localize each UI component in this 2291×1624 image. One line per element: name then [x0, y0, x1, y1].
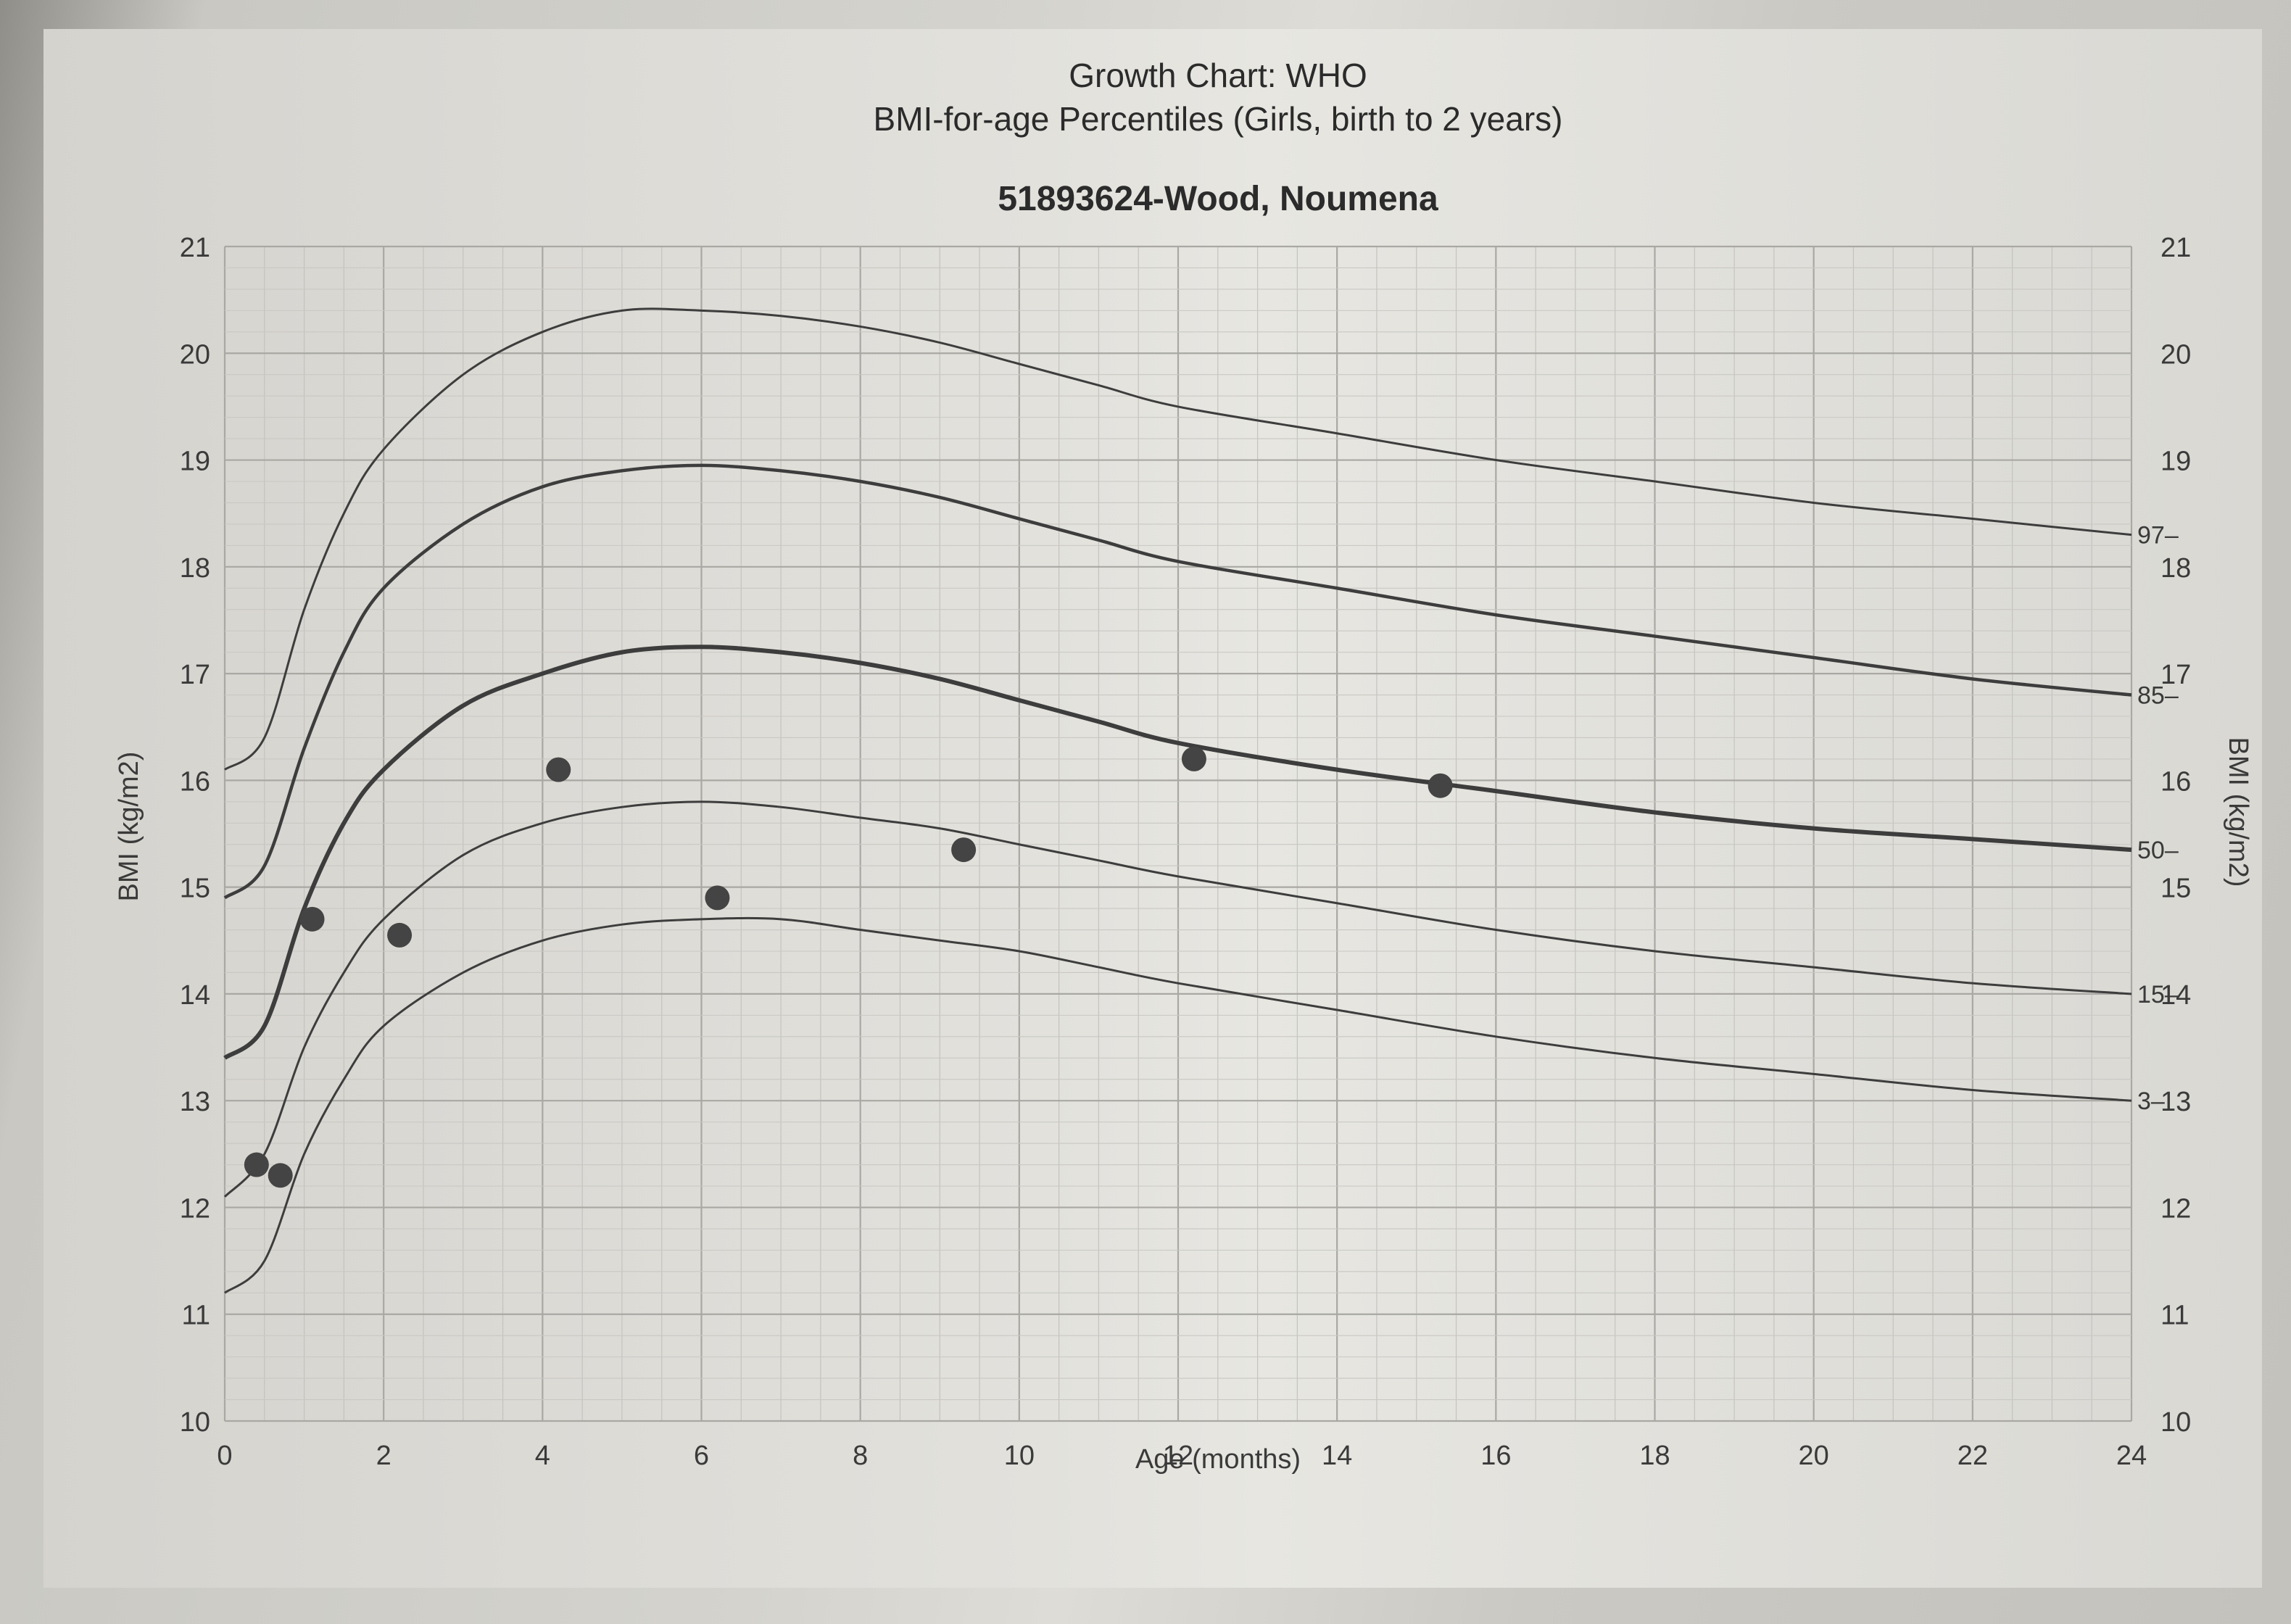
- x-tick-label: 4: [535, 1441, 550, 1471]
- patient-point: [951, 837, 977, 863]
- x-tick-label: 10: [1004, 1441, 1035, 1471]
- y-tick-label: 15: [2160, 874, 2191, 904]
- y-tick-label: 10: [2160, 1407, 2191, 1438]
- x-tick-label: 12: [1163, 1441, 1193, 1471]
- percentile-curve-3: [224, 916, 2132, 1294]
- percentile-curve-15: [223, 800, 2132, 1198]
- percentile-curve-50: [223, 645, 2132, 1060]
- y-tick-label: 13: [180, 1087, 210, 1117]
- y-tick-label: 15: [180, 874, 210, 904]
- chart-subtitle: BMI-for-age Percentiles (Girls, birth to…: [874, 100, 1563, 138]
- y-tick-label: 16: [2160, 766, 2191, 797]
- x-tick-label: 22: [1958, 1441, 1988, 1471]
- grid: [223, 245, 2133, 1422]
- patient-point: [705, 885, 730, 911]
- y-tick-label: 20: [180, 339, 210, 370]
- y-tick-label: 11: [2160, 1301, 2189, 1331]
- y-tick-label: 18: [180, 553, 210, 584]
- y-tick-label: 14: [2160, 980, 2191, 1011]
- percentile-curve-85: [223, 463, 2132, 900]
- patient-point: [268, 1163, 293, 1188]
- x-tick-label: 8: [853, 1441, 868, 1471]
- y-tick-label: 21: [2160, 233, 2191, 263]
- patient-point: [1428, 773, 1453, 798]
- percentile-curve-97: [224, 307, 2132, 771]
- percentile-label-15: 15–: [2137, 981, 2179, 1008]
- y-tick-label: 12: [180, 1193, 210, 1224]
- percentile-label-50: 50–: [2137, 837, 2179, 864]
- y-tick-label: 19: [2160, 447, 2191, 477]
- patient-points: [244, 746, 1453, 1188]
- percentile-label-3: 3–: [2137, 1088, 2165, 1115]
- bmi-growth-chart: Growth Chart: WHO BMI-for-age Percentile…: [114, 57, 2253, 1475]
- x-tick-label: 20: [1799, 1441, 1829, 1471]
- y-tick-label: 14: [180, 980, 210, 1011]
- percentile-label-97: 97–: [2137, 522, 2179, 550]
- y-tick-label: 17: [180, 660, 210, 690]
- x-tick-label: 24: [2116, 1441, 2147, 1471]
- y-tick-label: 11: [182, 1301, 210, 1331]
- x-tick-label: 6: [694, 1441, 709, 1471]
- y-axis-left-ticks: 10 11 12 13 14 15 16 17 18 19 20 21: [180, 233, 210, 1438]
- y-tick-label: 16: [180, 766, 210, 797]
- x-tick-label: 18: [1639, 1441, 1670, 1471]
- y-axis-right-ticks: 10 11 12 13 14 15 16 17 18 19 20 21: [2160, 233, 2191, 1438]
- y-axis-label-right: BMI (kg/m2): [2223, 737, 2253, 887]
- y-tick-label: 20: [2160, 339, 2191, 370]
- chart-sheet: Growth Chart: WHO BMI-for-age Percentile…: [44, 29, 2262, 1588]
- patient-point: [299, 906, 325, 932]
- y-tick-label: 19: [180, 447, 210, 477]
- patient-point: [546, 757, 571, 782]
- patient-point: [244, 1152, 269, 1177]
- x-tick-label: 16: [1480, 1441, 1511, 1471]
- patient-point: [387, 922, 413, 948]
- percentile-labels: 97– 85– 50– 15– 3–: [2137, 522, 2179, 1116]
- y-tick-label: 21: [180, 233, 210, 263]
- x-axis-ticks: 0 2 4 6 8 10 12 14 16 18 20 22 24: [217, 1441, 2147, 1471]
- y-tick-label: 10: [180, 1407, 210, 1438]
- y-tick-label: 12: [2160, 1193, 2191, 1224]
- x-axis-label: Age (months): [1135, 1444, 1301, 1475]
- chart-title: Growth Chart: WHO: [1069, 57, 1367, 94]
- y-axis-label-left: BMI (kg/m2): [114, 752, 144, 902]
- x-tick-label: 2: [376, 1441, 392, 1471]
- y-tick-label: 13: [2160, 1087, 2191, 1117]
- y-tick-label: 18: [2160, 553, 2191, 584]
- percentile-curves: [223, 307, 2132, 1294]
- patient-point: [1181, 746, 1206, 771]
- x-tick-label: 0: [217, 1441, 232, 1471]
- patient-name: 51893624-Wood, Noumena: [998, 180, 1438, 218]
- y-tick-label: 17: [2160, 660, 2191, 690]
- percentile-label-85: 85–: [2137, 682, 2179, 710]
- x-tick-label: 14: [1322, 1441, 1352, 1471]
